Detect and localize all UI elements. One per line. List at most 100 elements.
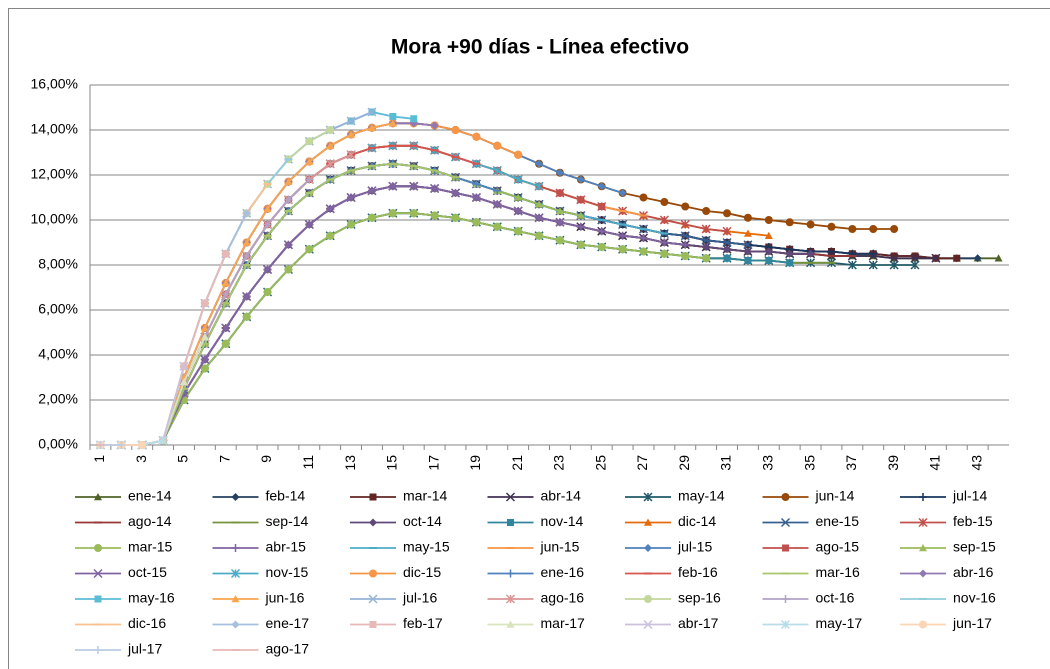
marker <box>827 222 836 231</box>
marker <box>785 218 794 227</box>
legend-label: ene-16 <box>541 564 585 580</box>
marker <box>764 216 773 224</box>
marker <box>138 441 147 449</box>
legend-label: abr-14 <box>541 488 582 504</box>
marker <box>179 361 189 371</box>
legend-label: dic-15 <box>403 564 441 580</box>
marker <box>472 218 481 227</box>
marker <box>722 237 732 248</box>
marker <box>785 249 794 258</box>
legend-label: ene-17 <box>266 615 310 631</box>
x-tick-label: 37 <box>843 455 859 471</box>
marker <box>576 175 585 184</box>
marker <box>722 226 732 236</box>
x-tick-label: 41 <box>927 455 943 471</box>
marker <box>659 215 669 225</box>
legend-label: jun-14 <box>815 488 855 504</box>
legend-label: feb-14 <box>266 488 306 504</box>
legend-label: jun-15 <box>540 539 580 555</box>
marker <box>597 227 606 236</box>
marker <box>919 620 927 629</box>
marker <box>786 259 794 267</box>
marker <box>918 517 928 528</box>
marker <box>702 207 711 215</box>
marker <box>764 231 773 239</box>
marker <box>513 174 523 185</box>
marker <box>388 119 397 127</box>
marker <box>514 150 523 159</box>
marker <box>506 620 515 628</box>
marker <box>919 493 927 501</box>
marker <box>200 354 210 365</box>
marker <box>451 126 460 134</box>
marker <box>117 441 126 449</box>
marker <box>931 253 941 263</box>
marker <box>263 220 272 229</box>
y-tick-label: 0,00% <box>38 436 78 452</box>
legend-label: feb-17 <box>403 615 443 631</box>
marker <box>507 519 514 526</box>
x-tick-label: 33 <box>760 455 776 471</box>
marker <box>326 141 335 149</box>
legend-label: nov-15 <box>266 564 309 580</box>
legend-label: oct-16 <box>816 590 855 606</box>
marker <box>242 312 251 321</box>
marker <box>513 206 523 216</box>
marker <box>514 227 523 236</box>
marker <box>493 141 502 150</box>
marker <box>743 213 752 222</box>
marker <box>242 209 251 218</box>
marker <box>230 568 241 579</box>
marker <box>369 493 377 501</box>
marker <box>598 203 606 210</box>
marker <box>827 247 836 256</box>
x-tick-label: 21 <box>509 455 525 471</box>
marker <box>643 492 653 502</box>
legend-label: jul-17 <box>127 641 162 657</box>
marker <box>889 253 899 263</box>
marker <box>369 569 377 578</box>
marker <box>680 219 690 230</box>
marker <box>644 518 652 526</box>
x-tick-label: 31 <box>718 455 734 471</box>
marker <box>231 493 240 501</box>
marker <box>781 493 790 501</box>
legend-label: dic-14 <box>678 513 716 529</box>
legend-label: dic-16 <box>128 615 166 631</box>
x-tick-label: 23 <box>551 455 567 471</box>
y-tick-label: 2,00% <box>38 391 78 407</box>
marker <box>919 544 927 552</box>
x-tick-label: 19 <box>467 455 483 471</box>
marker <box>660 249 669 258</box>
legend-label: sep-15 <box>953 539 996 555</box>
marker <box>535 159 544 168</box>
marker <box>576 240 585 249</box>
marker <box>305 157 314 165</box>
legend-label: nov-16 <box>953 590 996 606</box>
marker <box>283 240 293 250</box>
marker <box>681 252 690 260</box>
marker <box>660 238 669 247</box>
marker <box>389 113 397 120</box>
marker <box>369 518 377 527</box>
marker <box>179 378 188 386</box>
marker <box>94 595 102 603</box>
legend-label: mar-17 <box>541 615 586 631</box>
marker <box>472 132 481 141</box>
marker <box>555 236 564 245</box>
x-tick-label: 39 <box>885 455 901 471</box>
marker <box>221 290 230 299</box>
legend-label: ago-14 <box>128 513 172 529</box>
marker <box>94 646 102 654</box>
marker <box>369 621 377 628</box>
marker <box>743 240 753 250</box>
marker <box>231 620 240 629</box>
x-tick-label: 13 <box>342 455 358 471</box>
marker <box>576 222 585 231</box>
legend-label: mar-14 <box>403 488 448 504</box>
marker <box>304 219 314 230</box>
marker <box>953 254 961 262</box>
marker <box>643 619 653 630</box>
marker <box>910 260 920 270</box>
